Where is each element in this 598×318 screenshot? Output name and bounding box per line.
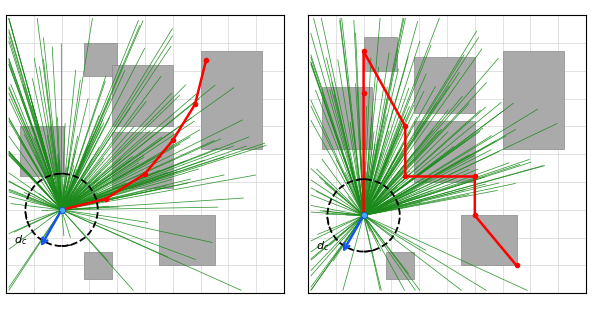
Bar bbox=[502, 51, 564, 149]
Bar bbox=[364, 38, 397, 71]
Bar bbox=[200, 51, 262, 149]
Bar bbox=[84, 43, 117, 76]
Bar bbox=[20, 127, 65, 176]
Bar bbox=[461, 215, 517, 266]
Bar bbox=[112, 65, 173, 127]
Bar bbox=[322, 87, 372, 149]
Text: $d_c$: $d_c$ bbox=[316, 239, 329, 252]
Bar bbox=[112, 132, 173, 188]
Bar bbox=[386, 252, 414, 279]
Bar bbox=[159, 215, 215, 266]
Bar bbox=[414, 57, 475, 113]
Text: $d_c$: $d_c$ bbox=[14, 233, 28, 247]
Bar bbox=[84, 252, 112, 279]
Bar bbox=[414, 121, 475, 182]
